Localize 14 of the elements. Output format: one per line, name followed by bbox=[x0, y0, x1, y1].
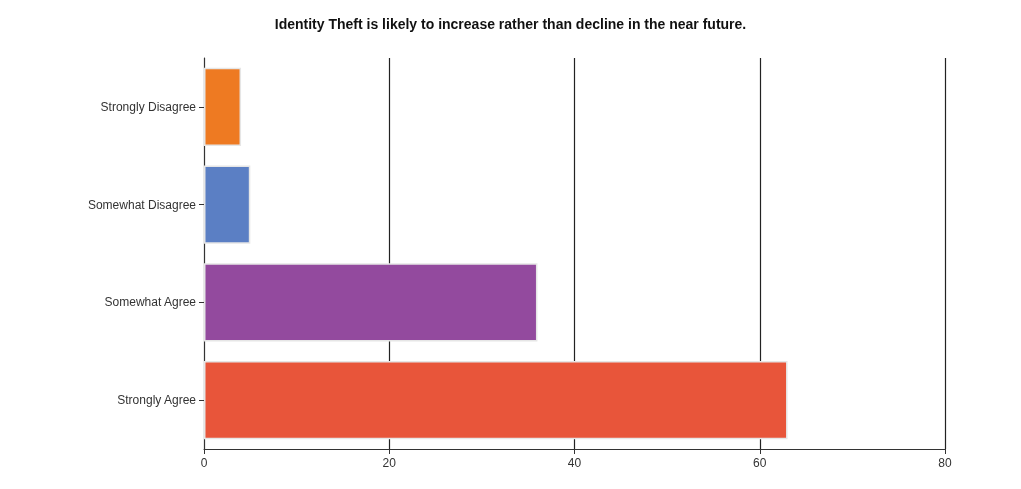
bar bbox=[204, 165, 251, 244]
y-tick-label: Somewhat Agree bbox=[104, 295, 197, 310]
bar bbox=[204, 361, 788, 440]
bar bbox=[204, 263, 538, 342]
bar bbox=[204, 67, 242, 146]
y-tick-label: Strongly Agree bbox=[117, 393, 197, 408]
y-tick-label: Somewhat Disagree bbox=[87, 197, 197, 212]
x-tick-label: 60 bbox=[753, 456, 767, 470]
x-tick-label: 80 bbox=[938, 456, 952, 470]
x-tick-label: 40 bbox=[567, 456, 582, 470]
x-tick-label: 20 bbox=[382, 456, 397, 470]
x-tick-label: 0 bbox=[200, 456, 208, 470]
y-tick-label: Strongly Disagree bbox=[100, 99, 197, 114]
chart-title: Identity Theft is likely to increase rather than decline in the near future. bbox=[274, 16, 747, 32]
